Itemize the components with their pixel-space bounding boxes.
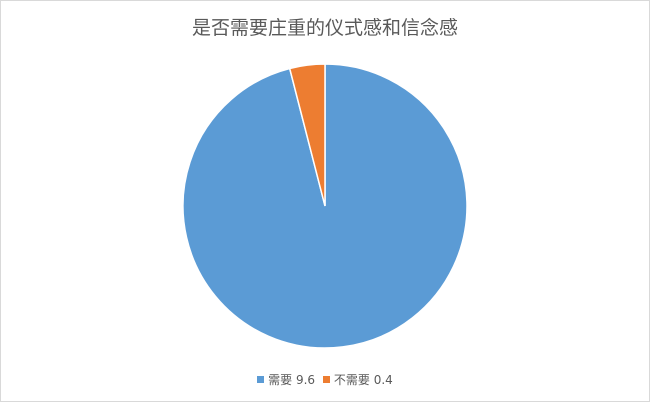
legend: 需要 9.6 不需要 0.4 (1, 371, 649, 388)
legend-swatch (322, 376, 330, 383)
chart-title: 是否需要庄重的仪式感和信念感 (191, 17, 458, 39)
legend-label: 需要 9.6 (268, 373, 316, 387)
pie-slice-不需要 (288, 63, 326, 207)
legend-label: 不需要 0.4 (333, 373, 393, 387)
legend-swatch (257, 376, 265, 383)
legend-item-not-need: 不需要 0.4 (322, 371, 393, 388)
legend-item-need: 需要 9.6 (257, 371, 315, 388)
